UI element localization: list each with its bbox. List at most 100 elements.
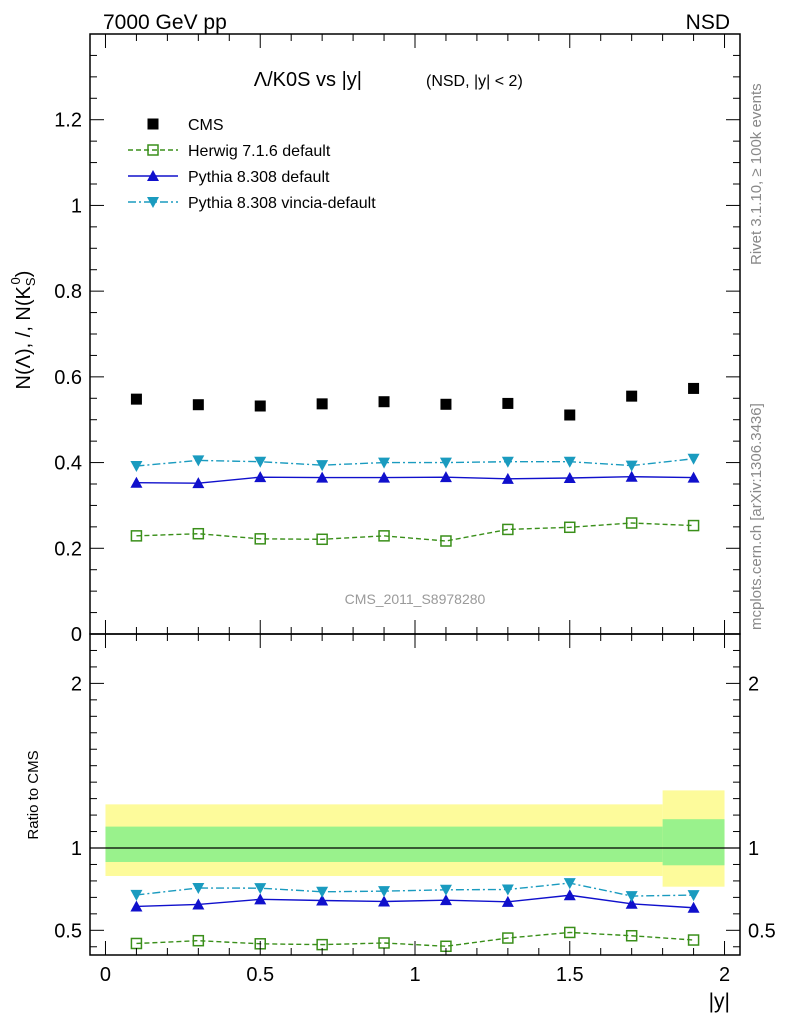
ratio-point-pythia-8-308-default (192, 898, 205, 910)
main-point-cms (192, 399, 204, 411)
legend-entry: CMS (147, 117, 224, 134)
ratio-point-pythia-8-308-default (439, 894, 452, 906)
main-point-cms (440, 398, 452, 410)
main-line-pythia-8-308-default (136, 476, 694, 484)
ratio-point-pythia-8-308-vincia-default (501, 884, 514, 896)
main-point-herwig-7-1-6-default (564, 521, 576, 534)
main-title: Λ/K0S vs |y| (254, 69, 362, 91)
main-point-pythia-8-308-vincia-default (501, 456, 514, 468)
main-line-herwig-7-1-6-default (136, 522, 694, 542)
main-tick-labels: 0 0.2 0.4 0.6 0.8 1 1.2 (54, 110, 82, 646)
ratio-ylabel: Ratio to CMS (25, 750, 42, 839)
main-point-herwig-7-1-6-default (130, 530, 143, 542)
ratio-point-herwig-7-1-6-default (687, 934, 700, 946)
ratio-point-herwig-7-1-6-default (502, 932, 514, 944)
ratio-ticks (90, 633, 740, 955)
main-point-cms (626, 390, 638, 402)
ratio-line-herwig-7-1-6-default (136, 931, 694, 947)
ratio-point-herwig-7-1-6-default (378, 937, 390, 949)
ratio-point-herwig-7-1-6-default (564, 926, 576, 939)
ratio-point-pythia-8-308-vincia-default (563, 878, 576, 890)
legend-entry: Pythia 8.308 vincia-default (128, 195, 376, 212)
ratio-point-pythia-8-308-vincia-default (625, 891, 638, 903)
ratio-point-pythia-8-308-vincia-default (254, 883, 267, 895)
main-point-pythia-8-308-default (563, 472, 576, 483)
watermark: CMS_2011_S8978280 (345, 591, 486, 607)
legend-marker (147, 118, 159, 130)
main-ytick-label: 0.2 (54, 538, 82, 560)
ratio-point-pythia-8-308-vincia-default (687, 890, 700, 902)
legend-label: Pythia 8.308 default (188, 169, 330, 186)
main-ytick-label: 1 (71, 195, 82, 217)
legend-marker (147, 144, 159, 156)
main-point-herwig-7-1-6-default (687, 519, 700, 532)
legend-entry: Pythia 8.308 default (128, 169, 330, 186)
main-ytick-label: 0.8 (54, 281, 82, 303)
main-point-cms (254, 400, 266, 412)
ratio-point-pythia-8-308-default (254, 893, 267, 905)
ratio-point-pythia-8-308-default (316, 894, 329, 906)
ratio-point-pythia-8-308-default (687, 901, 700, 913)
main-point-pythia-8-308-vincia-default (130, 461, 143, 472)
legend-label: Herwig 7.1.6 default (188, 143, 331, 160)
main-point-pythia-8-308-default (687, 471, 700, 483)
legend-marker (147, 197, 159, 208)
main-point-pythia-8-308-vincia-default (625, 460, 638, 472)
main-point-cms (502, 397, 514, 409)
ratio-ytick-label-right: 0.5 (748, 920, 776, 942)
main-ylabel: N(Λ), /, N(KS0) (8, 271, 38, 390)
main-point-pythia-8-308-default (625, 470, 638, 482)
ratio-point-pythia-8-308-vincia-default (378, 886, 391, 898)
ratio-xtick-label: 1.5 (556, 964, 584, 986)
main-point-pythia-8-308-default (378, 471, 391, 483)
main-point-herwig-7-1-6-default (440, 535, 452, 547)
ratio-ytick-label-left: 1 (71, 838, 82, 860)
ratio-series-layer (130, 878, 700, 953)
legend: CMS Herwig 7.1.6 default Pythia 8.308 defa… (128, 117, 376, 212)
ratio-point-pythia-8-308-vincia-default (439, 884, 452, 896)
main-point-herwig-7-1-6-default (192, 527, 205, 540)
main-series-layer (130, 382, 700, 547)
process-label: NSD (686, 11, 730, 34)
main-point-pythia-8-308-default (254, 471, 267, 483)
main-ytick-label: 1.2 (54, 110, 82, 132)
main-point-pythia-8-308-vincia-default (439, 457, 452, 469)
ratio-point-herwig-7-1-6-default (625, 929, 638, 942)
main-line-pythia-8-308-vincia-default (136, 458, 694, 467)
main-point-cms (316, 398, 328, 410)
legend-label: CMS (188, 117, 224, 134)
ratio-ytick-label-left: 2 (71, 673, 82, 695)
ratio-point-pythia-8-308-vincia-default (192, 883, 205, 895)
ratio-point-pythia-8-308-vincia-default (316, 886, 329, 898)
energy-label: 7000 GeV pp (103, 11, 227, 34)
rivet-label: Rivet 3.1.10, ≥ 100k events (748, 83, 765, 265)
ratio-panel: 0.5 0.5 1 1 2 2 0 0.5 1 1.5 2 Ratio to CMS |y| (25, 633, 776, 1013)
main-point-pythia-8-308-vincia-default (378, 457, 391, 469)
ratio-xtick-label: 2 (719, 964, 730, 986)
main-point-herwig-7-1-6-default (378, 530, 390, 542)
ratio-point-pythia-8-308-default (625, 897, 638, 909)
mcplots-label: mcplots.cern.ch [arXiv:1306.3436] (748, 403, 765, 630)
main-point-pythia-8-308-vincia-default (192, 455, 205, 467)
main-ytick-label: 0.6 (54, 367, 82, 389)
ratio-ytick-label-right: 2 (748, 673, 759, 695)
inner-uncertainty-band (105, 826, 663, 862)
main-point-cms (130, 393, 142, 405)
uncertainty-bands (105, 790, 725, 887)
legend-entry: Herwig 7.1.6 default (128, 143, 331, 160)
legend-label: Pythia 8.308 vincia-default (188, 195, 376, 212)
legend-marker (147, 170, 159, 181)
main-panel: 0 0.2 0.4 0.6 0.8 1 1.2 Λ/K0S vs |y| (NSD, |y|… (8, 33, 741, 646)
ratio-point-pythia-8-308-default (563, 889, 576, 901)
main-point-herwig-7-1-6-default (316, 533, 328, 546)
main-ytick-label: 0.4 (54, 453, 82, 475)
ratio-ytick-label-right: 1 (748, 838, 759, 860)
ratio-point-pythia-8-308-default (130, 900, 143, 912)
main-point-pythia-8-308-vincia-default (316, 460, 329, 472)
ratio-point-pythia-8-308-vincia-default (130, 889, 143, 901)
ratio-point-pythia-8-308-default (501, 895, 514, 907)
ratio-ytick-label-left: 0.5 (54, 920, 82, 942)
main-point-pythia-8-308-default (192, 477, 205, 489)
